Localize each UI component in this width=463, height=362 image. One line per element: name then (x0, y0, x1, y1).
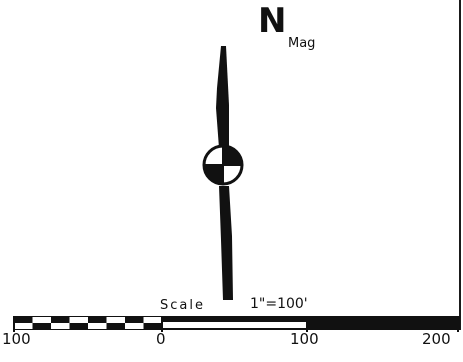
scale-checker-cell (14, 317, 33, 323)
magnetic-label: Mag (288, 36, 316, 51)
scale-tick-label-200: 200 (422, 330, 451, 348)
scale-label: Scale (160, 298, 205, 313)
scale-checker-cell (14, 323, 33, 329)
north-letter: N (258, 1, 287, 41)
scale-bar-checkered-section (14, 317, 162, 329)
scale-checker-cell (32, 317, 51, 323)
scale-ratio: 1"=100' (250, 296, 308, 312)
scale-checker-cell (143, 317, 162, 323)
scale-tick-label-100: 100 (290, 330, 319, 348)
scale-checker-cell (106, 317, 125, 323)
scale-tick-label-zero: 0 (156, 330, 166, 348)
scale-checker-cell (143, 323, 162, 329)
scale-tick-label-left: 100 (2, 330, 31, 348)
scale-checker-cell (125, 317, 144, 323)
frame-border-right (459, 0, 461, 330)
scale-checker-cell (69, 317, 88, 323)
scale-checker-cell (88, 323, 107, 329)
north-arrow-lower-shaft (219, 186, 233, 300)
scale-checker-cell (88, 317, 107, 323)
quartered-circle-icon (202, 144, 244, 186)
scale-checker-cell (125, 323, 144, 329)
scale-bar-segment-100-200 (307, 317, 459, 329)
scale-checker-cell (51, 323, 70, 329)
scale-checker-cell (32, 323, 51, 329)
scale-checker-cell (106, 323, 125, 329)
scale-bar-segment-0-100 (162, 317, 307, 322)
north-arrow-upper-shaft (216, 46, 229, 148)
scale-checker-cell (51, 317, 70, 323)
scale-checker-cell (69, 323, 88, 329)
